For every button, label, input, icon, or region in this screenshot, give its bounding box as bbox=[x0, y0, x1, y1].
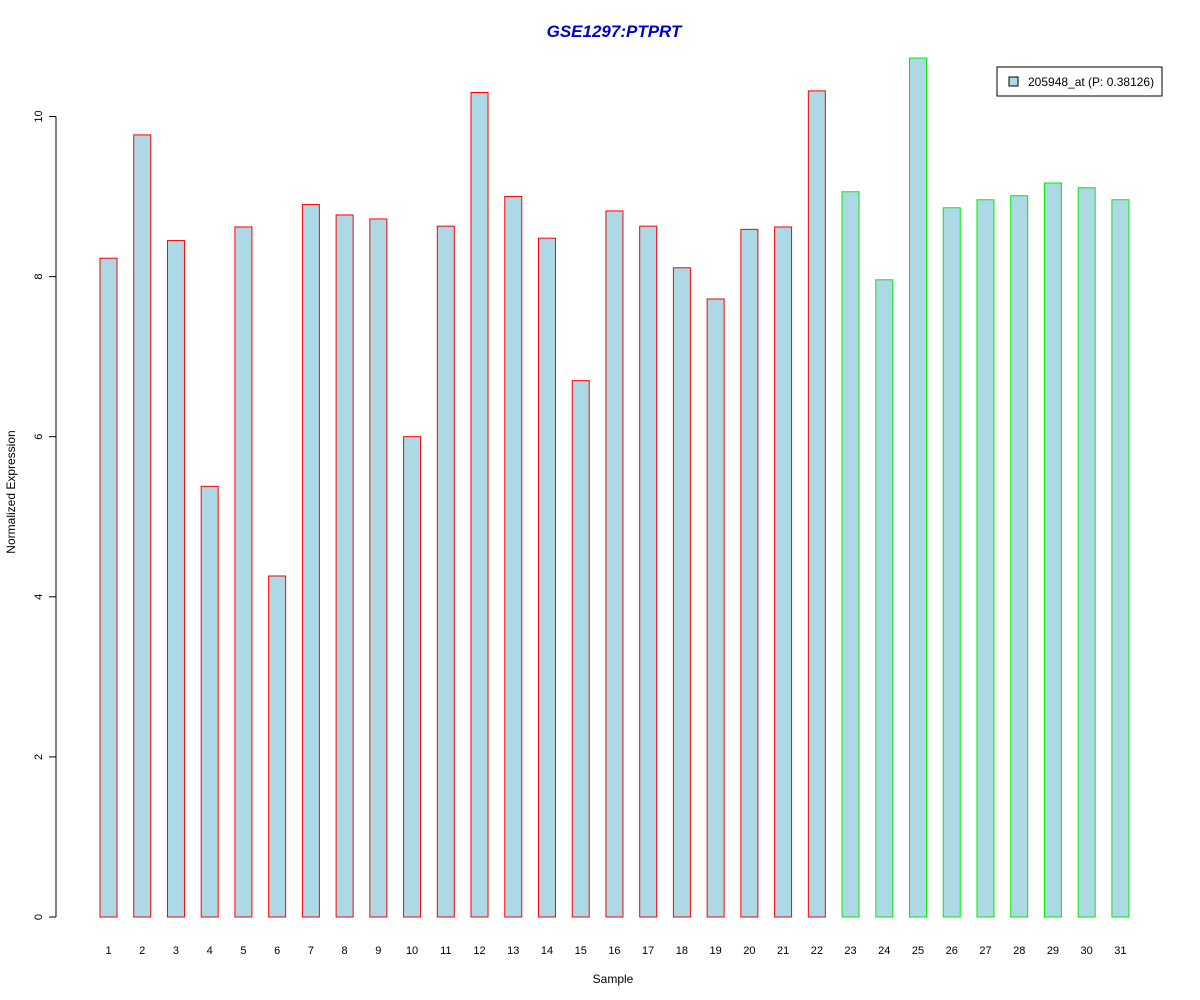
x-tick-label: 10 bbox=[406, 945, 418, 957]
bar-sample-27 bbox=[976, 199, 995, 918]
bar-sample-30 bbox=[1077, 187, 1096, 918]
x-tick-label: 16 bbox=[608, 945, 620, 957]
x-tick-label: 11 bbox=[440, 945, 451, 957]
y-tick-label: 10 bbox=[33, 110, 45, 122]
legend-label: 205948_at (P: 0.38126) bbox=[1028, 75, 1154, 89]
bar-sample-31 bbox=[1111, 199, 1130, 918]
bar-sample-29 bbox=[1043, 182, 1062, 918]
x-tick-label: 21 bbox=[777, 945, 789, 957]
x-tick-label: 5 bbox=[240, 945, 246, 957]
x-tick-label: 29 bbox=[1047, 945, 1059, 957]
y-axis-label: Normalized Expression bbox=[4, 430, 18, 553]
bar-sample-9 bbox=[369, 218, 388, 918]
y-tick-label: 0 bbox=[33, 914, 45, 920]
x-tick-label: 24 bbox=[878, 945, 890, 957]
x-tick-label: 9 bbox=[375, 945, 381, 957]
bar-sample-16 bbox=[605, 210, 624, 918]
x-tick-label: 20 bbox=[743, 945, 755, 957]
x-tick-label: 13 bbox=[507, 945, 519, 957]
x-tick-label: 2 bbox=[139, 945, 145, 957]
x-tick-label: 17 bbox=[642, 945, 654, 957]
chart-title: GSE1297:PTPRT bbox=[547, 22, 683, 41]
bar-sample-6 bbox=[268, 575, 287, 918]
legend: 205948_at (P: 0.38126) bbox=[996, 66, 1163, 97]
bar-sample-21 bbox=[774, 226, 793, 918]
bar-sample-8 bbox=[335, 214, 354, 918]
legend-swatch bbox=[1008, 76, 1019, 87]
x-tick-label: 28 bbox=[1013, 945, 1025, 957]
bar-sample-7 bbox=[301, 204, 320, 918]
bar-sample-5 bbox=[234, 226, 253, 918]
bar-sample-25 bbox=[909, 57, 928, 918]
x-tick-label: 1 bbox=[105, 945, 111, 957]
bar-sample-12 bbox=[470, 91, 489, 918]
x-tick-label: 22 bbox=[811, 945, 823, 957]
x-tick-label: 6 bbox=[274, 945, 280, 957]
x-tick-label: 19 bbox=[710, 945, 722, 957]
x-tick-label: 14 bbox=[541, 945, 553, 957]
bar-sample-13 bbox=[504, 196, 523, 918]
bar-sample-19 bbox=[706, 298, 725, 918]
y-tick-label: 6 bbox=[33, 434, 45, 440]
bar-sample-4 bbox=[200, 485, 219, 918]
x-tick-label: 25 bbox=[912, 945, 924, 957]
y-axis: 0 2 4 6 8 10 bbox=[33, 110, 57, 920]
x-tick-label: 31 bbox=[1114, 945, 1126, 957]
bar-sample-2 bbox=[133, 134, 152, 918]
x-tick-label: 8 bbox=[342, 945, 348, 957]
x-tick-label: 30 bbox=[1081, 945, 1093, 957]
bar-sample-3 bbox=[166, 240, 185, 918]
x-tick-label: 15 bbox=[575, 945, 587, 957]
y-tick-label: 2 bbox=[33, 754, 45, 760]
legend-box bbox=[996, 66, 1163, 97]
bar-sample-22 bbox=[807, 90, 826, 918]
bar-sample-20 bbox=[740, 228, 759, 918]
x-tick-labels: 1 2 3 4 5 6 7 8 9 10 11 12 13 14 15 16 17 18 19 20 21 22 23 24 2… bbox=[105, 945, 1126, 957]
x-tick-label: 4 bbox=[207, 945, 213, 957]
x-tick-label: 7 bbox=[308, 945, 314, 957]
bar-sample-17 bbox=[639, 225, 658, 918]
y-tick-label: 4 bbox=[33, 594, 45, 600]
x-tick-label: 23 bbox=[844, 945, 856, 957]
bars bbox=[99, 57, 1130, 918]
x-tick-label: 27 bbox=[979, 945, 991, 957]
bar-sample-23 bbox=[841, 191, 860, 918]
x-tick-label: 18 bbox=[676, 945, 688, 957]
x-axis-label: Sample bbox=[593, 972, 634, 986]
bar-sample-18 bbox=[672, 267, 691, 918]
bar-sample-11 bbox=[436, 225, 455, 918]
bar-sample-1 bbox=[99, 257, 118, 918]
x-tick-label: 26 bbox=[946, 945, 958, 957]
bar-sample-26 bbox=[942, 207, 961, 918]
x-tick-label: 12 bbox=[473, 945, 485, 957]
bar-sample-15 bbox=[571, 380, 590, 918]
bar-sample-10 bbox=[403, 436, 422, 918]
bar-sample-28 bbox=[1010, 195, 1029, 918]
bar-sample-24 bbox=[875, 279, 894, 918]
x-tick-label: 3 bbox=[173, 945, 179, 957]
bar-sample-14 bbox=[537, 237, 556, 918]
y-tick-label: 8 bbox=[33, 274, 45, 280]
